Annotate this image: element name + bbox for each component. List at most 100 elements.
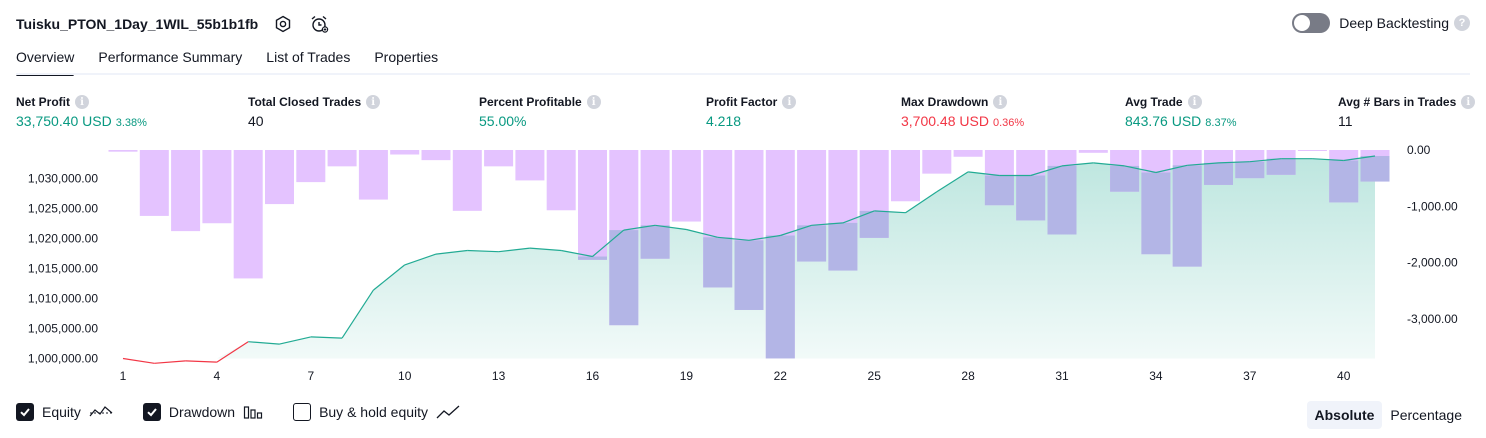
- drawdown-bar: [484, 150, 514, 167]
- equity-line-segment: [905, 191, 938, 214]
- drawdown-bar: [171, 150, 201, 232]
- equity-line-segment: [216, 341, 249, 363]
- buy-hold-checkbox[interactable]: [293, 403, 312, 421]
- info-icon[interactable]: i: [782, 95, 797, 109]
- stat-value: 843.76 USD: [1125, 113, 1202, 129]
- equity-line-segment: [248, 341, 280, 345]
- stat-label: Max Drawdown: [901, 95, 989, 109]
- drawdown-bar-overlap: [984, 175, 1014, 206]
- x-axis-tick: 16: [586, 369, 600, 383]
- tab-performance-summary[interactable]: Performance Summary: [98, 49, 243, 65]
- equity-line-segment: [874, 210, 906, 214]
- tab-divider: [16, 73, 1470, 75]
- x-axis-tick: 19: [680, 369, 694, 383]
- drawdown-bar-overlap: [1360, 156, 1390, 182]
- equity-line-segment: [1124, 165, 1157, 174]
- legend-equity[interactable]: Equity: [16, 403, 113, 421]
- right-axis: 0.00 -1,000.00 -2,000.00 -3,000.00: [1407, 143, 1458, 326]
- equity-checkbox[interactable]: [16, 403, 34, 421]
- legend-drawdown[interactable]: Drawdown: [142, 403, 263, 421]
- right-axis-tick: -1,000.00: [1407, 199, 1458, 213]
- legend-buy-hold[interactable]: Buy & hold equity: [293, 403, 460, 421]
- drawdown-bar-overlap: [1204, 162, 1233, 185]
- info-icon[interactable]: i: [993, 95, 1008, 109]
- stat-label: Net Profit: [16, 95, 70, 109]
- equity-line-segment: [1061, 162, 1094, 167]
- left-axis-tick: 1,025,000.00: [28, 202, 98, 216]
- percentage-button[interactable]: Percentage: [1390, 407, 1462, 423]
- tab-list-of-trades[interactable]: List of Trades: [266, 49, 351, 65]
- x-axis-tick: 7: [307, 369, 314, 383]
- drawdown-bar-overlap: [1235, 161, 1265, 179]
- settings-icon[interactable]: [272, 13, 294, 35]
- x-axis-tick: 40: [1337, 369, 1351, 383]
- stat-value: 3,700.48 USD: [901, 113, 989, 129]
- scale-mode-switch: Absolute Percentage: [1306, 401, 1471, 429]
- drawdown-bar-overlap: [1141, 172, 1171, 255]
- drawdown-bar-overlap: [703, 237, 733, 288]
- drawdown-bar-overlap: [640, 225, 670, 259]
- alarm-clock-icon[interactable]: [308, 13, 330, 35]
- equity-line-segment: [154, 360, 186, 364]
- left-axis: 1,030,000.00 1,025,000.00 1,020,000.00 1,01…: [28, 172, 98, 366]
- stat-percent-profitable: Percent Profitable i 55.00%: [479, 94, 601, 129]
- drawdown-bar: [1297, 150, 1327, 151]
- left-axis-tick: 1,010,000.00: [28, 292, 98, 306]
- stat-value: 55.00%: [479, 113, 527, 129]
- stat-percent: 0.36%: [992, 117, 1025, 129]
- drawdown-bar-overlap: [609, 230, 639, 326]
- stat-percent: 8.37%: [1205, 117, 1237, 129]
- drawdown-bar: [202, 150, 232, 224]
- stat-avg-trade: Avg Trade i 843.76 USD 8.37%: [1125, 94, 1236, 129]
- drawdown-bar: [452, 150, 482, 211]
- equity-line-segment: [811, 222, 843, 226]
- stat-value: 33,750.40 USD: [16, 113, 112, 129]
- help-icon[interactable]: ?: [1454, 15, 1470, 31]
- buyhold-line-icon: [436, 404, 460, 420]
- equity-chart[interactable]: 1,030,000.00 1,025,000.00 1,020,000.00 1,01…: [0, 140, 1486, 398]
- stats-row: Net Profit i 33,750.40 USD 3.38% Total Clo…: [0, 94, 1486, 134]
- equity-line-segment: [1312, 158, 1344, 162]
- info-icon[interactable]: i: [1187, 95, 1202, 109]
- drawdown-bars-icon: [243, 404, 263, 420]
- equity-line-segment: [1218, 161, 1250, 164]
- chart-legend: Equity Drawdown Buy & hold equity: [16, 403, 490, 421]
- equity-line-segment: [185, 360, 217, 363]
- stat-value: 11: [1338, 113, 1353, 129]
- drawdown-bar-overlap: [828, 222, 858, 271]
- drawdown-bar-overlap: [1172, 165, 1202, 267]
- stat-label: Profit Factor: [706, 95, 778, 109]
- left-axis-tick: 1,000,000.00: [28, 352, 98, 366]
- info-icon[interactable]: i: [586, 95, 601, 109]
- drawdown-checkbox[interactable]: [142, 403, 161, 421]
- drawdown-bar-overlap: [1016, 175, 1046, 221]
- right-axis-tick: 0.00: [1407, 143, 1431, 157]
- deep-backtesting-toggle[interactable]: [1292, 13, 1331, 33]
- equity-line-segment: [1030, 165, 1063, 177]
- equity-line-segment: [341, 289, 374, 339]
- right-axis-tick: -3,000.00: [1407, 312, 1458, 326]
- info-icon[interactable]: i: [366, 95, 381, 109]
- left-axis-tick: 1,030,000.00: [28, 172, 98, 186]
- equity-line-segment: [498, 247, 530, 253]
- tab-bar: Overview Performance Summary List of Tra…: [16, 48, 462, 76]
- equity-line-segment: [373, 264, 406, 291]
- info-icon[interactable]: i: [75, 95, 89, 109]
- equity-line-segment: [467, 249, 499, 253]
- strategy-header: Tuisku_PTON_1Day_1WIL_55b1b1fb: [16, 12, 330, 36]
- equity-line-segment: [279, 336, 311, 345]
- equity-line-icon: [89, 404, 113, 420]
- strategy-name: Tuisku_PTON_1Day_1WIL_55b1b1fb: [16, 16, 259, 32]
- equity-line-segment: [686, 228, 718, 238]
- tab-properties[interactable]: Properties: [374, 49, 439, 65]
- drawdown-bar: [953, 150, 983, 157]
- stat-label: Percent Profitable: [479, 95, 582, 109]
- stat-percent: 3.38%: [115, 117, 147, 129]
- drawdown-bar: [421, 150, 451, 161]
- info-icon[interactable]: i: [1461, 95, 1476, 109]
- deep-backtesting-label: Deep Backtesting: [1339, 15, 1449, 31]
- equity-line-segment: [529, 247, 562, 252]
- stat-net-profit: Net Profit i 33,750.40 USD 3.38%: [16, 94, 147, 129]
- absolute-button[interactable]: Absolute: [1306, 401, 1383, 429]
- tab-overview[interactable]: Overview: [16, 48, 75, 76]
